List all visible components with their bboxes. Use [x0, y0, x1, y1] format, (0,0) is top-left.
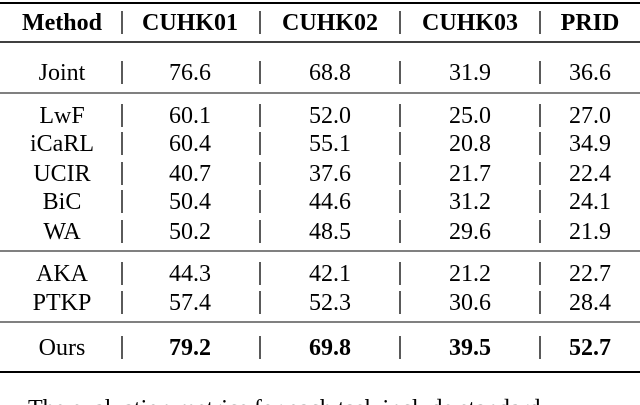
- table-cell: 24.1: [569, 189, 611, 215]
- table-cell: 50.4: [169, 189, 211, 215]
- table-cell: Joint: [39, 60, 86, 86]
- header-cell: CUHK01: [142, 10, 238, 36]
- header-cell: Method: [22, 10, 103, 36]
- table-cell: 60.1: [169, 103, 211, 129]
- body-text: The evaluation metrics for each task inc…: [28, 396, 540, 405]
- table-cell: 25.0: [449, 103, 491, 129]
- table-cell: WA: [43, 219, 81, 245]
- table-cell: 36.6: [569, 60, 611, 86]
- table-cell: Ours: [39, 335, 86, 361]
- table-cell: 44.6: [309, 189, 351, 215]
- table-cell: 21.9: [569, 219, 611, 245]
- table-cell: PTKP: [33, 290, 92, 316]
- table-cell: UCIR: [33, 161, 90, 187]
- table-cell: 20.8: [449, 131, 491, 157]
- table-cell: 55.1: [309, 131, 351, 157]
- header-cell: PRID: [561, 10, 620, 36]
- header-cell: CUHK02: [282, 10, 378, 36]
- table-cell: 31.9: [449, 60, 491, 86]
- table-cell: 50.2: [169, 219, 211, 245]
- table-cell: 60.4: [169, 131, 211, 157]
- table-cell: 34.9: [569, 131, 611, 157]
- table-cell: 52.7: [569, 335, 611, 361]
- table-cell: 57.4: [169, 290, 211, 316]
- table-cell: 40.7: [169, 161, 211, 187]
- table-cell: 22.4: [569, 161, 611, 187]
- header-cell: CUHK03: [422, 10, 518, 36]
- table-cell: 52.0: [309, 103, 351, 129]
- table-cell: 30.6: [449, 290, 491, 316]
- table-cell: 22.7: [569, 261, 611, 287]
- table-cell: 76.6: [169, 60, 211, 86]
- table-cell: 39.5: [449, 335, 491, 361]
- table-cell: 21.7: [449, 161, 491, 187]
- table-cell: 44.3: [169, 261, 211, 287]
- table-cell: 52.3: [309, 290, 351, 316]
- table-cell: iCaRL: [30, 131, 94, 157]
- table-cell: LwF: [39, 103, 84, 129]
- table-cell: 48.5: [309, 219, 351, 245]
- table-cell: 21.2: [449, 261, 491, 287]
- table-cell: 42.1: [309, 261, 351, 287]
- table-cell: AKA: [36, 261, 89, 287]
- table-cell: 69.8: [309, 335, 351, 361]
- table-cell: BiC: [43, 189, 82, 215]
- table-cell: 29.6: [449, 219, 491, 245]
- table-cell: 27.0: [569, 103, 611, 129]
- table-cell: 28.4: [569, 290, 611, 316]
- table-cell: 37.6: [309, 161, 351, 187]
- table-cell: 68.8: [309, 60, 351, 86]
- table-cell: 79.2: [169, 335, 211, 361]
- table-cell: 31.2: [449, 189, 491, 215]
